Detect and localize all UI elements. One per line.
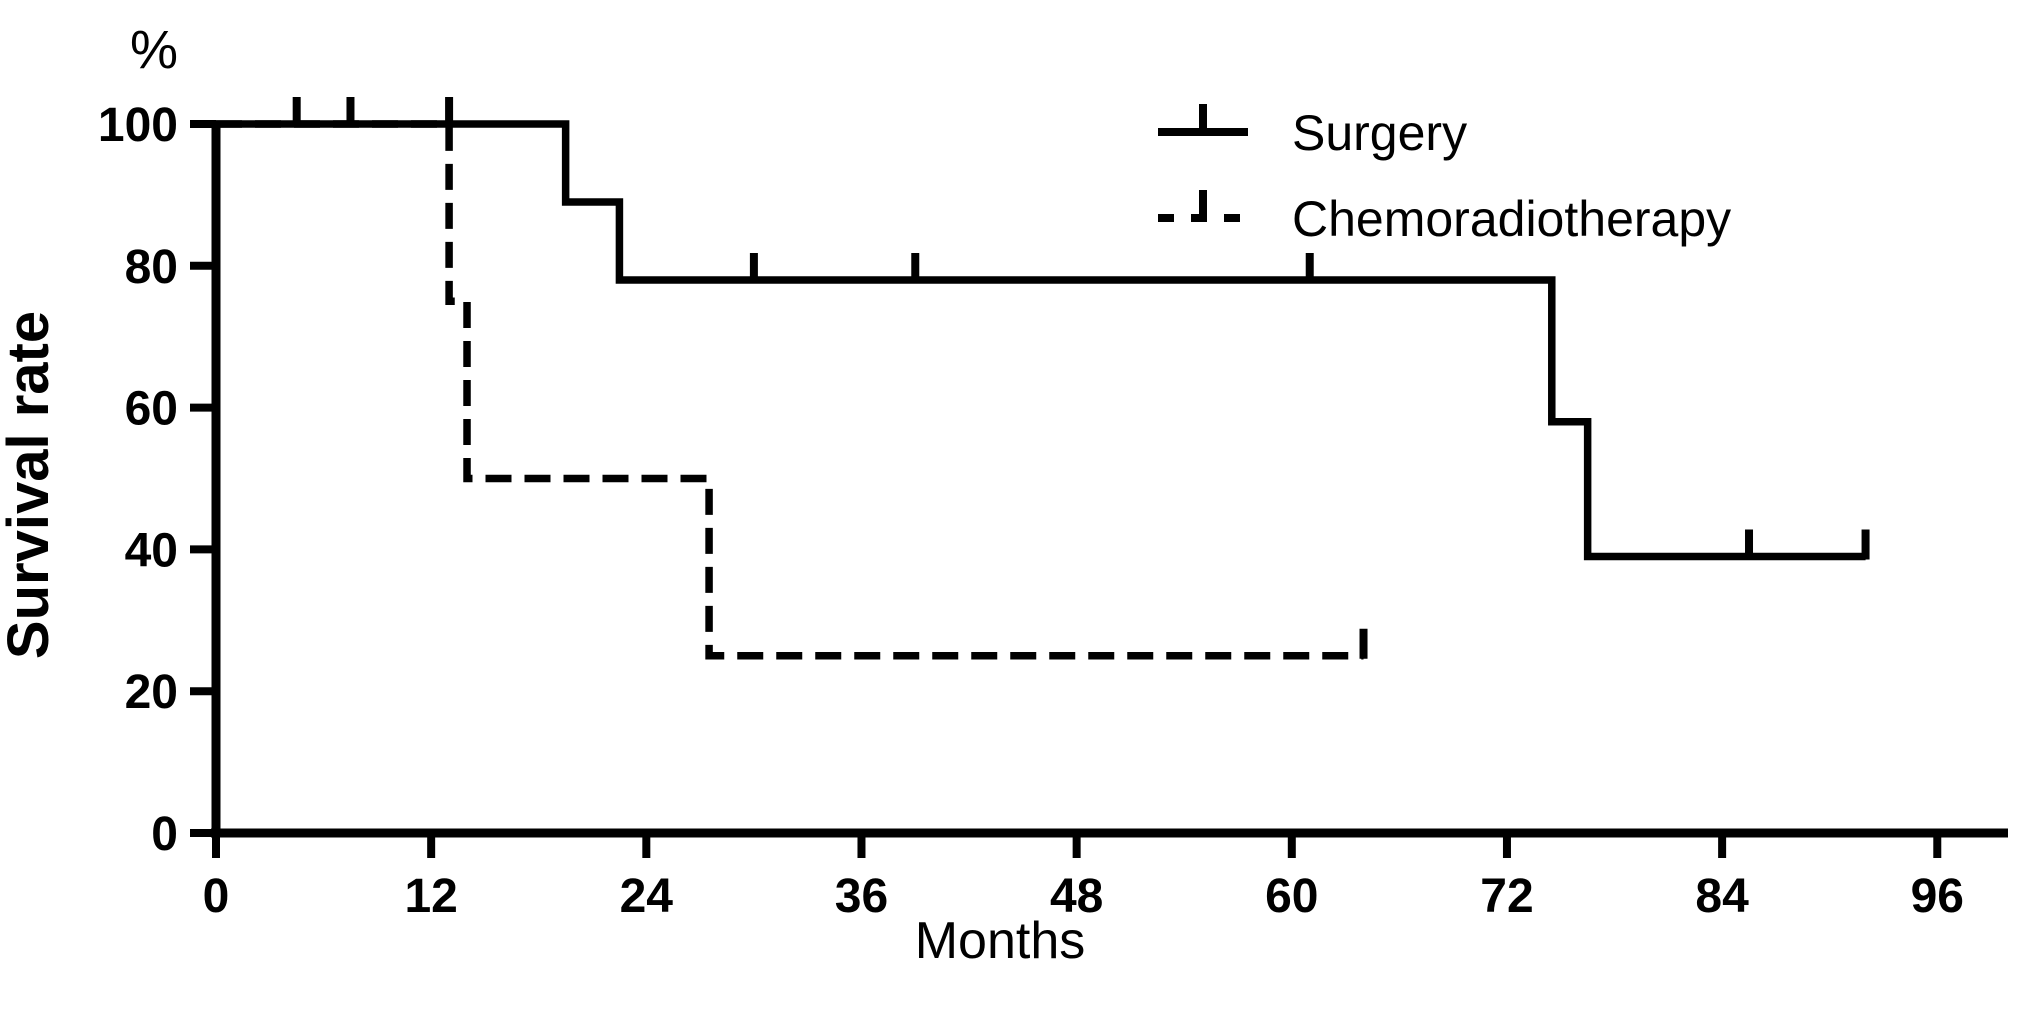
x-axis-title: Months (915, 912, 1086, 970)
y-axis-unit-label: % (130, 20, 178, 80)
y-tick-label: 60 (125, 383, 178, 436)
x-tick-label: 24 (620, 870, 674, 923)
plot-area: 0 12 24 36 48 60 72 84 96 0 20 40 60 80 100 (98, 97, 2008, 923)
x-tick-label: 0 (203, 870, 230, 923)
surgery-curve (216, 120, 1866, 561)
y-tick-label: 20 (125, 666, 178, 719)
legend-label-chemoradiotherapy: Chemoradiotherapy (1292, 191, 1731, 247)
legend: Surgery Chemoradiotherapy (1158, 104, 1731, 247)
x-tick-label: 96 (1911, 870, 1964, 923)
x-tick-label: 84 (1695, 870, 1749, 923)
y-tick-label: 0 (151, 808, 178, 861)
x-tick-label: 12 (404, 870, 457, 923)
chemoradiotherapy-curve (216, 120, 1364, 660)
x-tick-label: 48 (1050, 870, 1103, 923)
y-tick-label: 40 (125, 524, 178, 577)
legend-label-surgery: Surgery (1292, 105, 1467, 161)
x-tick-label: 36 (835, 870, 888, 923)
y-tick-label: 80 (125, 241, 178, 294)
y-axis-title: Survival rate (0, 311, 61, 659)
x-tick-label: 72 (1480, 870, 1533, 923)
y-tick-label: 100 (98, 99, 178, 152)
x-tick-label: 60 (1265, 870, 1318, 923)
